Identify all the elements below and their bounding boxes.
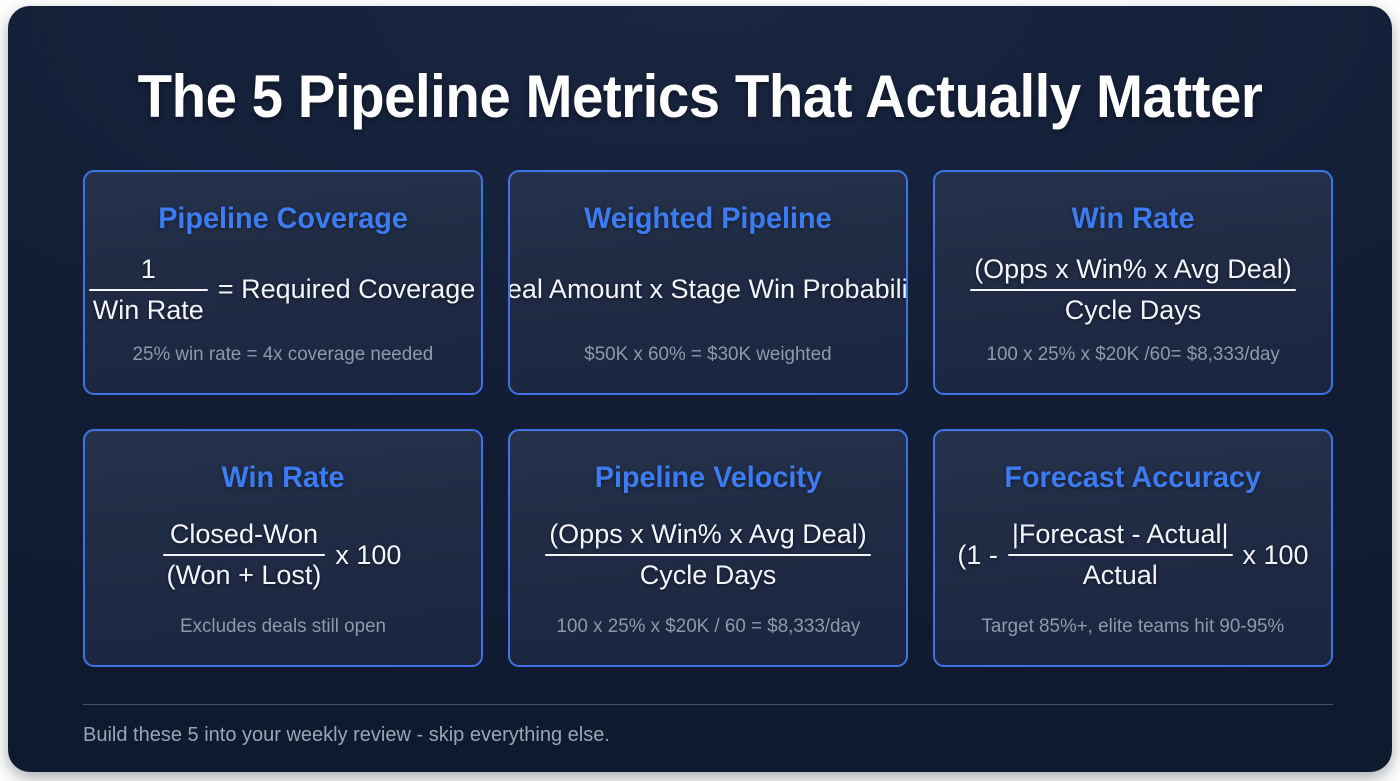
metric-card-formula: Closed-Won (Won + Lost) x 100 <box>85 495 481 615</box>
metric-card-note: 100 x 25% x $20K / 60 = $8,333/day <box>556 616 860 637</box>
metric-card-note: $50K x 60% = $30K weighted <box>584 344 832 365</box>
fraction-bar <box>162 554 326 556</box>
fraction: 1 Win Rate <box>88 253 208 327</box>
formula-trailing-text: x 100 <box>1242 539 1309 570</box>
metric-card-pipeline-coverage[interactable]: Pipeline Coverage 1 Win Rate = Required … <box>83 170 483 395</box>
metric-card-formula: 1 Win Rate = Required Coverage <box>85 236 481 343</box>
fraction-denominator: Win Rate <box>92 294 204 325</box>
fraction: (Opps x Win% x Avg Deal) Cycle Days <box>970 253 1296 327</box>
fraction-numerator: Closed-Won <box>169 519 318 549</box>
footer-divider <box>83 704 1333 705</box>
metric-card-note: 100 x 25% x $20K /60= $8,333/day <box>986 344 1280 365</box>
metric-card-forecast-accuracy[interactable]: Forecast Accuracy (1 - |Forecast - Actua… <box>933 429 1333 667</box>
fraction-numerator: (Opps x Win% x Avg Deal) <box>549 519 867 549</box>
footer-note: Build these 5 into your weekly review - … <box>83 724 610 746</box>
fraction-bar <box>88 288 208 291</box>
formula-leading-text: (1 - <box>957 539 998 570</box>
metric-card-win-rate[interactable]: Win Rate Closed-Won (Won + Lost) x 100 E… <box>83 429 483 667</box>
page-title: The 5 Pipeline Metrics That Actually Mat… <box>137 63 1263 130</box>
fraction-numerator: 1 <box>140 253 156 284</box>
metric-card-pipeline-velocity[interactable]: Pipeline Velocity (Opps x Win% x Avg Dea… <box>508 429 908 667</box>
metric-card-win-rate-velocity[interactable]: Win Rate (Opps x Win% x Avg Deal) Cycle … <box>933 170 1333 395</box>
fraction: Closed-Won (Won + Lost) <box>162 518 326 592</box>
fraction-denominator: (Won + Lost) <box>166 560 322 590</box>
metric-card-note: Target 85%+, elite teams hit 90-95% <box>981 616 1285 637</box>
metric-card-note: Excludes deals still open <box>179 616 386 637</box>
fraction-denominator: Cycle Days <box>1064 294 1202 325</box>
metric-card-formula: (Opps x Win% x Avg Deal) Cycle Days <box>935 236 1331 343</box>
infographic-panel: The 5 Pipeline Metrics That Actually Mat… <box>8 6 1392 772</box>
metric-card-title: Forecast Accuracy <box>1004 461 1262 494</box>
metric-card-weighted-pipeline[interactable]: Weighted Pipeline Deal Amount x Stage Wi… <box>508 170 908 395</box>
metric-card-title: Pipeline Coverage <box>158 202 408 235</box>
fraction: (Opps x Win% x Avg Deal) Cycle Days <box>545 518 871 592</box>
metric-card-note: 25% win rate = 4x coverage needed <box>132 344 434 365</box>
metric-card-formula: Deal Amount x Stage Win Probability <box>510 236 906 343</box>
formula-expression: Deal Amount x Stage Win Probability <box>508 274 908 304</box>
fraction-bar <box>1007 554 1233 556</box>
formula-trailing-text: = Required Coverage <box>217 274 476 304</box>
fraction-numerator: (Opps x Win% x Avg Deal) <box>974 253 1292 284</box>
fraction-denominator: Cycle Days <box>639 560 777 590</box>
metric-card-formula: (Opps x Win% x Avg Deal) Cycle Days <box>510 495 906 615</box>
fraction-numerator: |Forecast - Actual| <box>1011 519 1229 549</box>
fraction-bar <box>545 554 871 556</box>
metric-card-formula: (1 - |Forecast - Actual| Actual x 100 <box>935 495 1331 615</box>
metric-card-title: Pipeline Velocity <box>594 461 822 494</box>
metric-card-title: Weighted Pipeline <box>584 202 832 235</box>
formula-trailing-text: x 100 <box>335 539 402 570</box>
fraction-denominator: Actual <box>1082 560 1158 590</box>
fraction-bar <box>970 288 1296 291</box>
metric-card-title: Win Rate <box>221 461 345 494</box>
metrics-grid: Pipeline Coverage 1 Win Rate = Required … <box>83 170 1333 667</box>
metric-card-title: Win Rate <box>1071 202 1195 235</box>
fraction: |Forecast - Actual| Actual <box>1007 518 1233 592</box>
